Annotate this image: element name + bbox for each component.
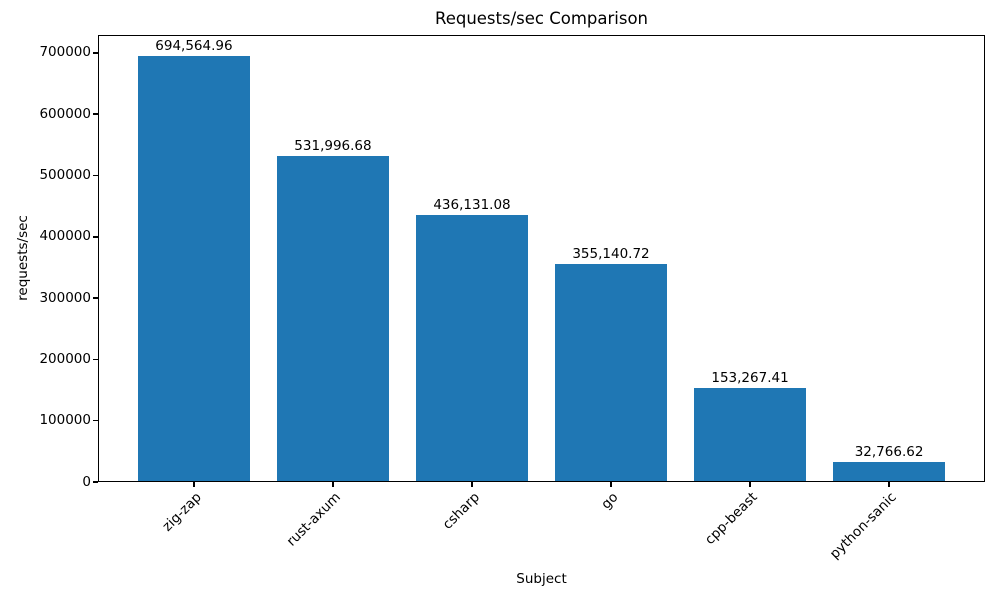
x-tick-label: python-sanic (826, 489, 900, 563)
bar-zig-zap (138, 56, 250, 482)
bar-value-label: 153,267.41 (711, 370, 789, 387)
y-tick-mark (93, 236, 98, 238)
y-tick-mark (93, 358, 98, 361)
chart-title: Requests/sec Comparison (434, 9, 649, 28)
bar-cpp-beast (694, 388, 806, 482)
y-tick-label: 600000 (39, 105, 91, 122)
x-tick-mark (193, 482, 195, 487)
y-tick-mark (93, 52, 98, 54)
y-tick-mark (93, 174, 98, 177)
x-axis-label: Subject (516, 571, 567, 587)
bar-value-label: 531,996.68 (294, 137, 372, 154)
x-tick-mark (471, 482, 473, 487)
x-tick-label: cpp-beast (702, 489, 761, 548)
y-tick-label: 300000 (39, 289, 91, 306)
x-tick-mark (610, 482, 612, 487)
y-tick-mark (93, 419, 98, 422)
x-tick-label: go (598, 489, 622, 513)
bar-value-label: 436,131.08 (433, 196, 511, 213)
bar-value-label: 32,766.62 (854, 443, 924, 460)
bar-go (555, 264, 667, 482)
y-tick-mark (93, 297, 98, 299)
y-tick-label: 0 (82, 473, 91, 490)
y-tick-label: 400000 (39, 228, 91, 245)
x-tick-label: csharp (439, 489, 483, 533)
y-tick-label: 100000 (39, 412, 91, 429)
x-tick-label: zig-zap (159, 489, 205, 535)
bar-value-label: 355,140.72 (572, 246, 650, 263)
y-tick-label: 500000 (39, 167, 91, 184)
y-tick-label: 200000 (39, 350, 91, 367)
bar-rust-axum (277, 155, 389, 482)
x-tick-label: rust-axum (283, 489, 344, 550)
y-tick-mark (93, 481, 98, 483)
bar-value-label: 694,564.96 (155, 38, 233, 55)
y-tick-label: 700000 (39, 44, 91, 61)
bar-csharp (416, 214, 528, 482)
x-tick-mark (888, 482, 890, 487)
y-tick-mark (93, 113, 98, 115)
x-tick-mark (332, 482, 334, 487)
bar-python-sanic (833, 461, 945, 482)
x-tick-mark (749, 482, 751, 487)
